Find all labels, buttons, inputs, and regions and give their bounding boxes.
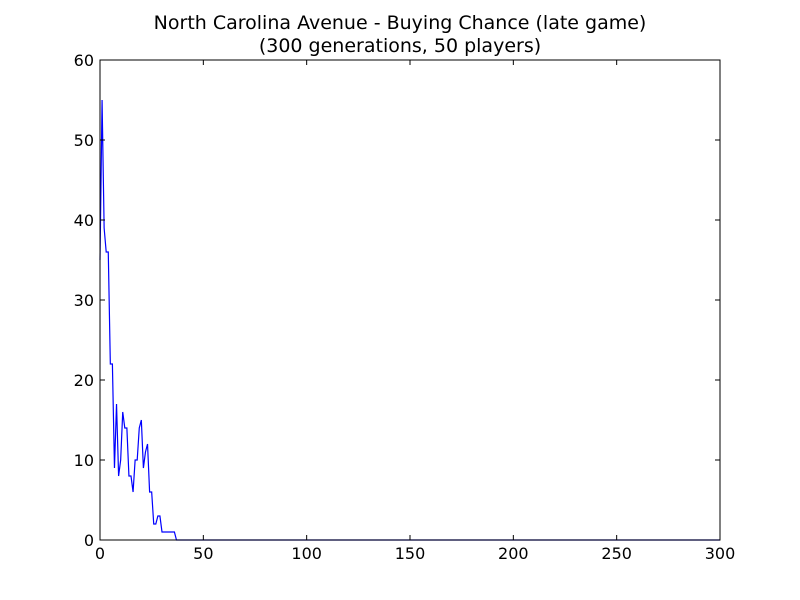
x-tick-label: 200 <box>498 544 529 563</box>
x-tick-label: 250 <box>601 544 632 563</box>
x-tick-label: 0 <box>95 544 105 563</box>
y-tick-label: 10 <box>74 451 94 470</box>
y-tick-label: 20 <box>74 371 94 390</box>
chart-title-line1: North Carolina Avenue - Buying Chance (l… <box>153 12 647 34</box>
plot-frame <box>99 59 721 541</box>
x-tick-label: 150 <box>395 544 426 563</box>
y-tick-label: 40 <box>74 211 94 230</box>
x-tick-label: 100 <box>291 544 322 563</box>
y-tick-label: 0 <box>84 531 94 550</box>
chart-title: North Carolina Avenue - Buying Chance (l… <box>0 12 800 58</box>
y-tick-label: 50 <box>74 131 94 150</box>
series-line-0 <box>99 99 720 541</box>
y-tick-label: 60 <box>74 51 94 70</box>
x-tick-label: 50 <box>193 544 213 563</box>
chart-title-line2: (300 generations, 50 players) <box>258 35 542 57</box>
y-tick-label: 30 <box>74 291 94 310</box>
x-tick-label: 300 <box>705 544 736 563</box>
